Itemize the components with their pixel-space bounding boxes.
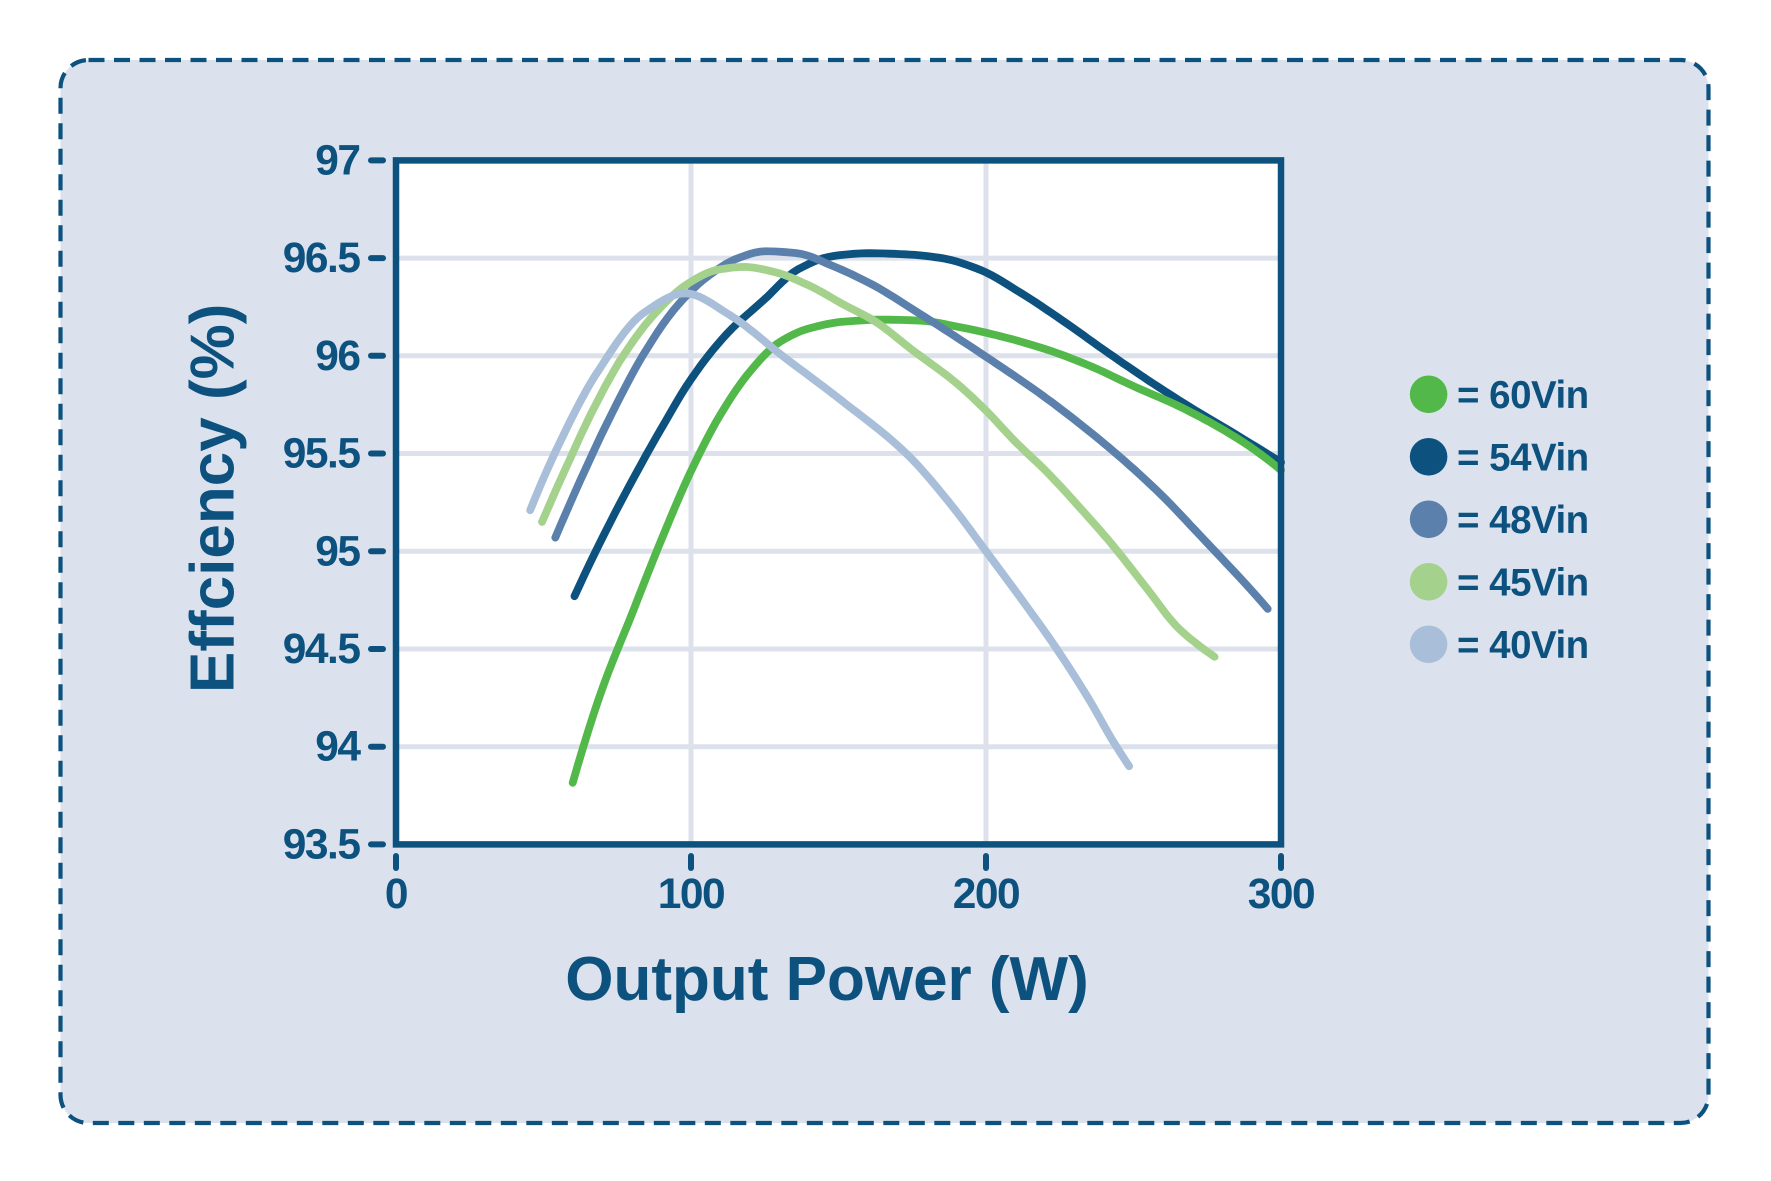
svg-text:= 45Vin: = 45Vin [1457, 562, 1589, 605]
svg-text:94: 94 [315, 724, 361, 771]
svg-text:93.5: 93.5 [283, 821, 361, 868]
svg-text:95.5: 95.5 [283, 431, 361, 478]
svg-text:97: 97 [315, 137, 359, 184]
svg-text:= 40Vin: = 40Vin [1457, 624, 1589, 667]
svg-text:200: 200 [953, 871, 1019, 918]
svg-text:100: 100 [658, 871, 724, 918]
svg-text:94.5: 94.5 [283, 626, 361, 673]
svg-text:300: 300 [1248, 871, 1314, 918]
svg-text:= 54Vin: = 54Vin [1457, 437, 1589, 480]
svg-text:= 48Vin: = 48Vin [1457, 499, 1589, 542]
svg-text:Output Power (W): Output Power (W) [565, 945, 1088, 1014]
svg-text:Effciency (%): Effciency (%) [179, 304, 248, 693]
svg-text:96: 96 [315, 333, 360, 380]
svg-text:96.5: 96.5 [283, 235, 361, 282]
svg-text:0: 0 [385, 871, 407, 918]
svg-text:= 60Vin: = 60Vin [1457, 374, 1589, 417]
svg-text:95: 95 [315, 528, 360, 575]
